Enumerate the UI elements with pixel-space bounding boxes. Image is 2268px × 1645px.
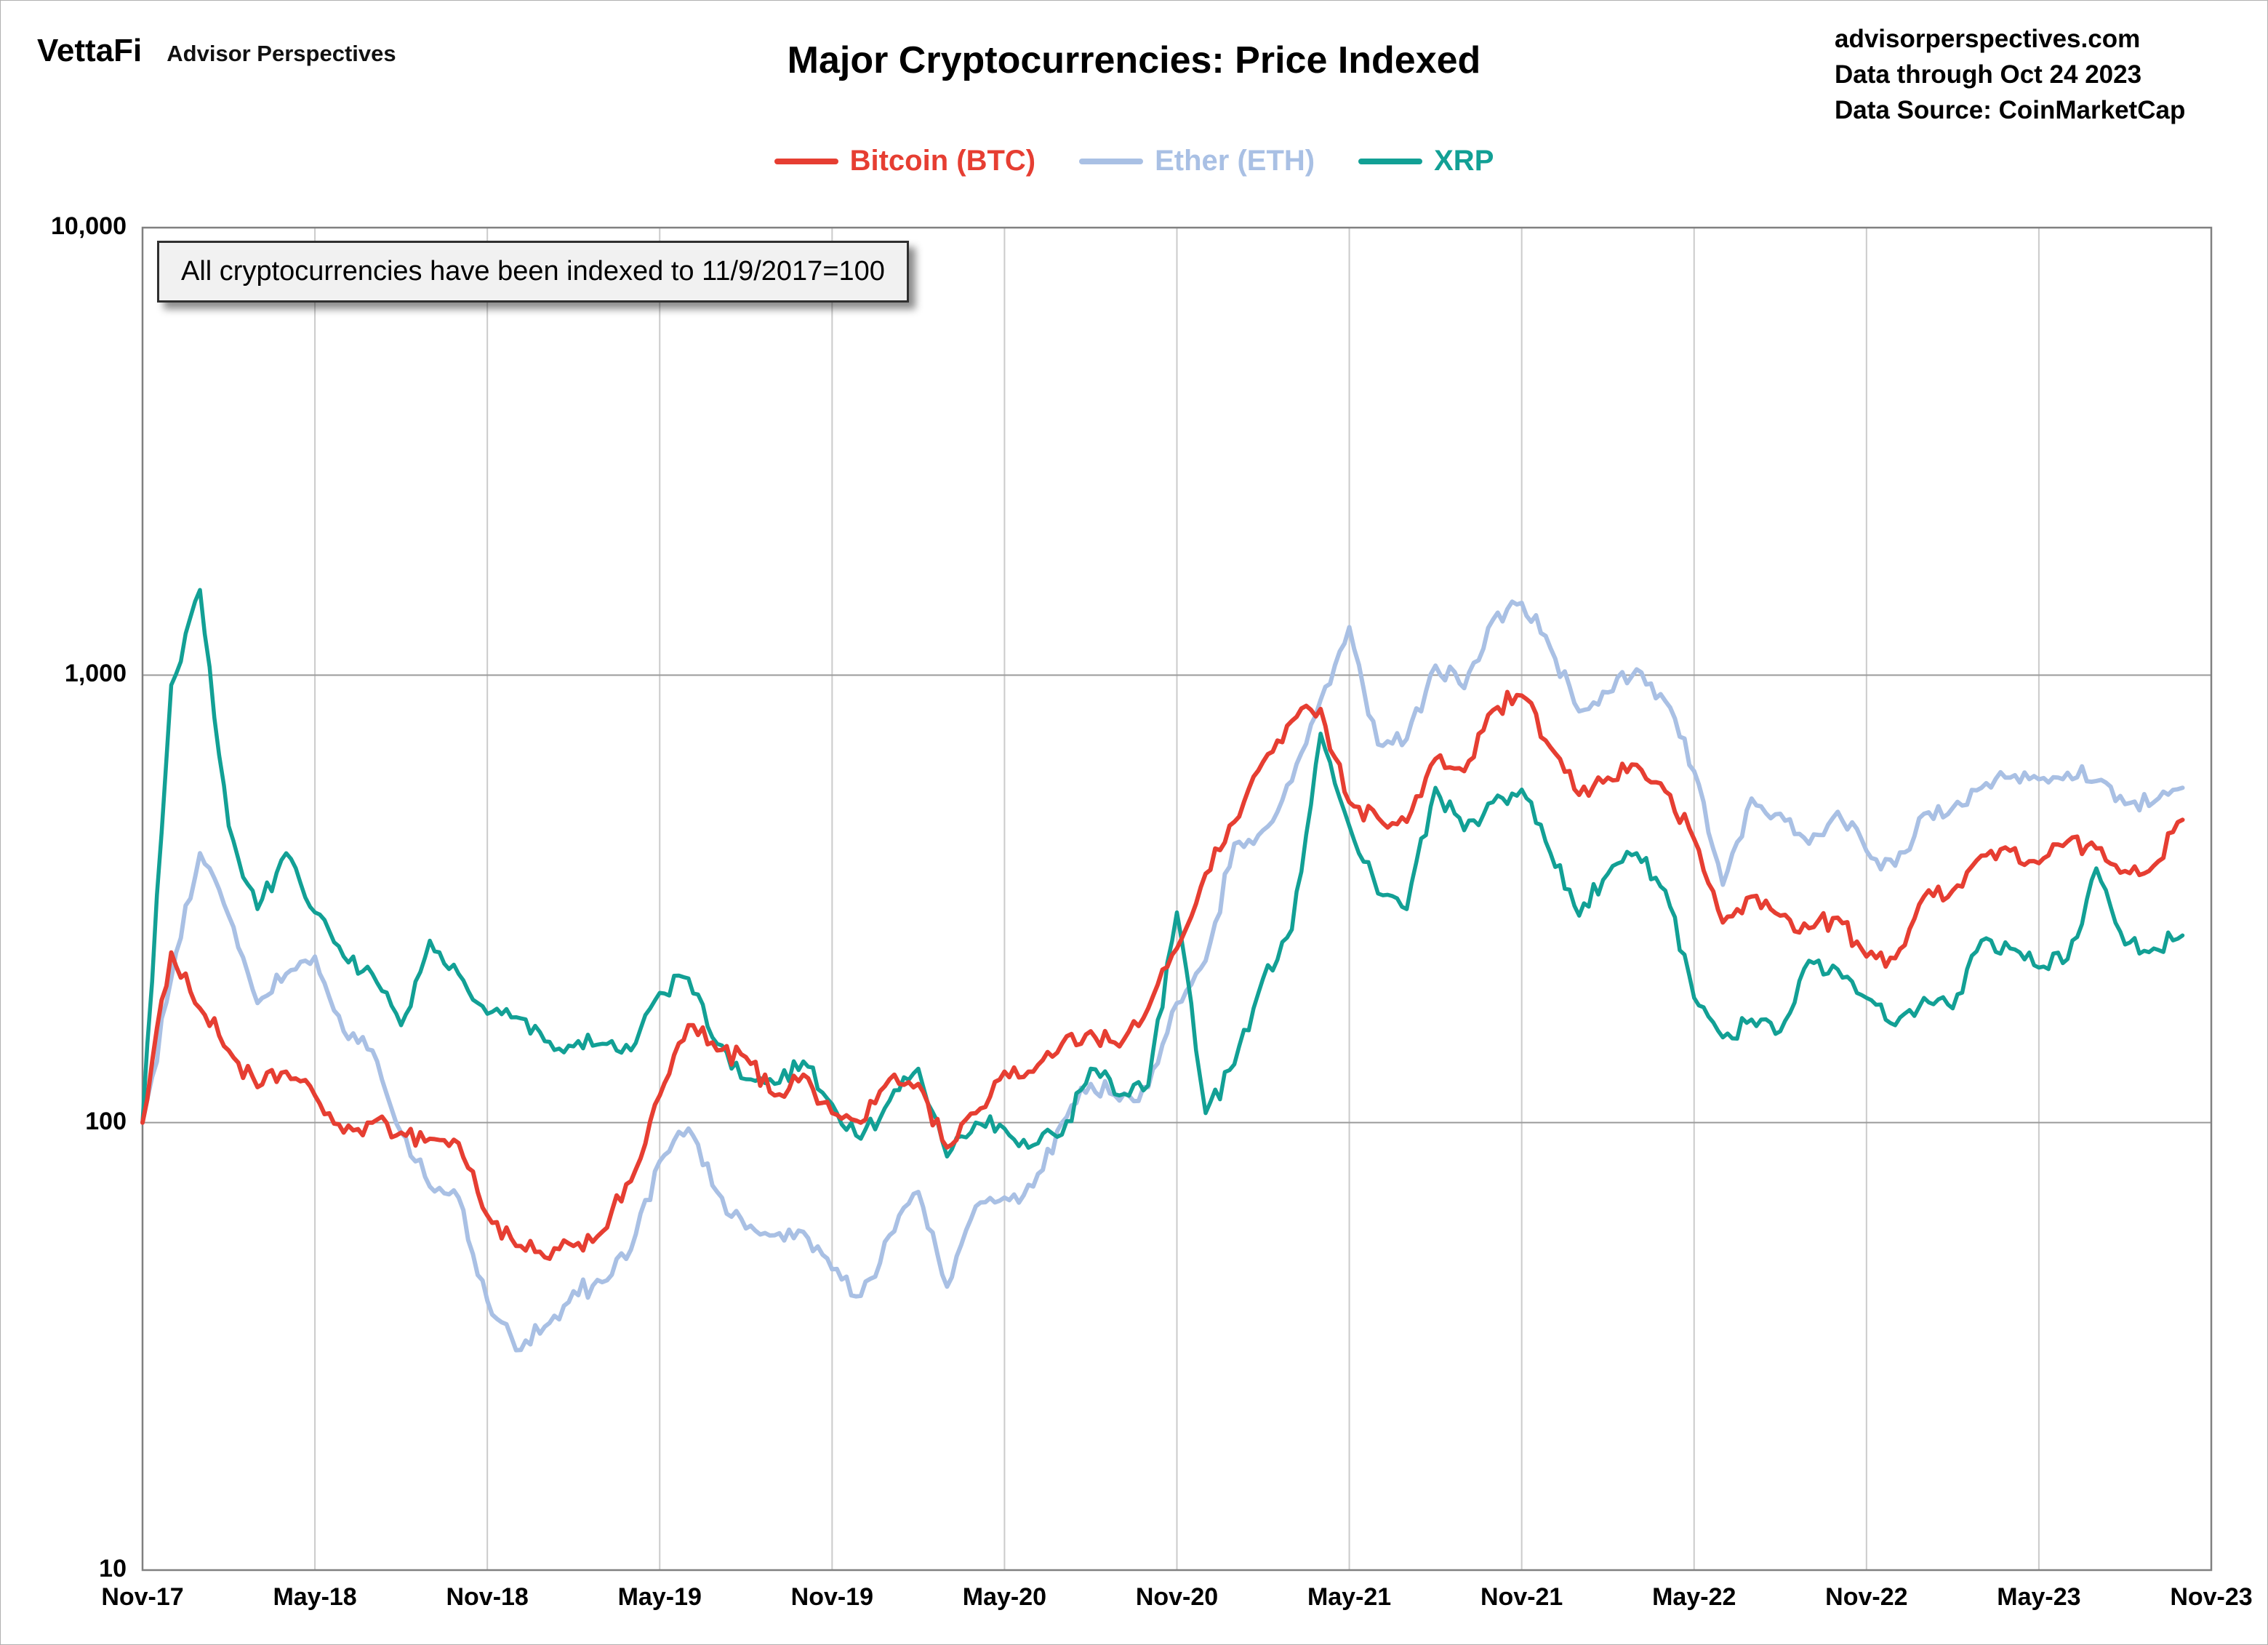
x-axis-tick-label: Nov-18 [446, 1583, 529, 1611]
x-axis-tick-label: Nov-22 [1825, 1583, 1908, 1611]
x-axis-tick-label: May-21 [1307, 1583, 1392, 1611]
source-block: advisorperspectives.com Data through Oct… [1835, 21, 2185, 128]
y-axis-tick-label: 100 [85, 1107, 127, 1135]
site-url: advisorperspectives.com [1835, 25, 2141, 53]
chart-legend: Bitcoin (BTC) Ether (ETH) XRP [1, 145, 2267, 177]
legend-item-xrp: XRP [1358, 145, 1494, 177]
x-axis-tick-label: Nov-17 [101, 1583, 184, 1611]
x-axis-tick-label: May-20 [962, 1583, 1047, 1611]
x-axis-tick-label: May-19 [617, 1583, 702, 1611]
logo-subtitle: Advisor Perspectives [167, 41, 396, 66]
y-axis-tick-label: 1,000 [64, 660, 127, 688]
legend-line-swatch [1079, 158, 1144, 164]
x-axis-tick-label: May-18 [273, 1583, 357, 1611]
legend-label: Bitcoin (BTC) [849, 145, 1036, 177]
vettafi-logo: VettaFi [37, 33, 143, 68]
legend-label: Ether (ETH) [1155, 145, 1315, 177]
legend-line-swatch [774, 158, 838, 164]
x-axis-tick-label: Nov-19 [790, 1583, 874, 1611]
page-title: Major Cryptocurrencies: Price Indexed [787, 39, 1481, 81]
legend-item-ether-eth-: Ether (ETH) [1079, 145, 1315, 177]
series-line-bitcoin-btc- [140, 689, 2185, 1261]
x-axis-tick-label: Nov-20 [1135, 1583, 1219, 1611]
data-source-label: Data Source: CoinMarketCap [1835, 96, 2186, 124]
series-line-ether-eth- [140, 599, 2185, 1353]
brand-block: VettaFi Advisor Perspectives [37, 33, 396, 69]
annotation-box: All cryptocurrencies have been indexed t… [157, 241, 909, 303]
x-axis-tick-label: Nov-21 [1480, 1583, 1563, 1611]
x-axis-tick-label: May-22 [1652, 1583, 1736, 1611]
data-through-label: Data through Oct 24 2023 [1835, 60, 2142, 89]
legend-line-swatch [1358, 158, 1423, 164]
y-axis-tick-label: 10 [99, 1555, 127, 1582]
plot-border [141, 226, 2213, 1572]
x-axis-tick-label: May-23 [1997, 1583, 2081, 1611]
series-line-xrp [140, 588, 2185, 1159]
x-axis-tick-label: Nov-23 [2170, 1583, 2253, 1611]
y-axis-tick-label: 10,000 [51, 212, 127, 240]
legend-item-bitcoin-btc-: Bitcoin (BTC) [774, 145, 1036, 177]
legend-label: XRP [1434, 145, 1494, 177]
